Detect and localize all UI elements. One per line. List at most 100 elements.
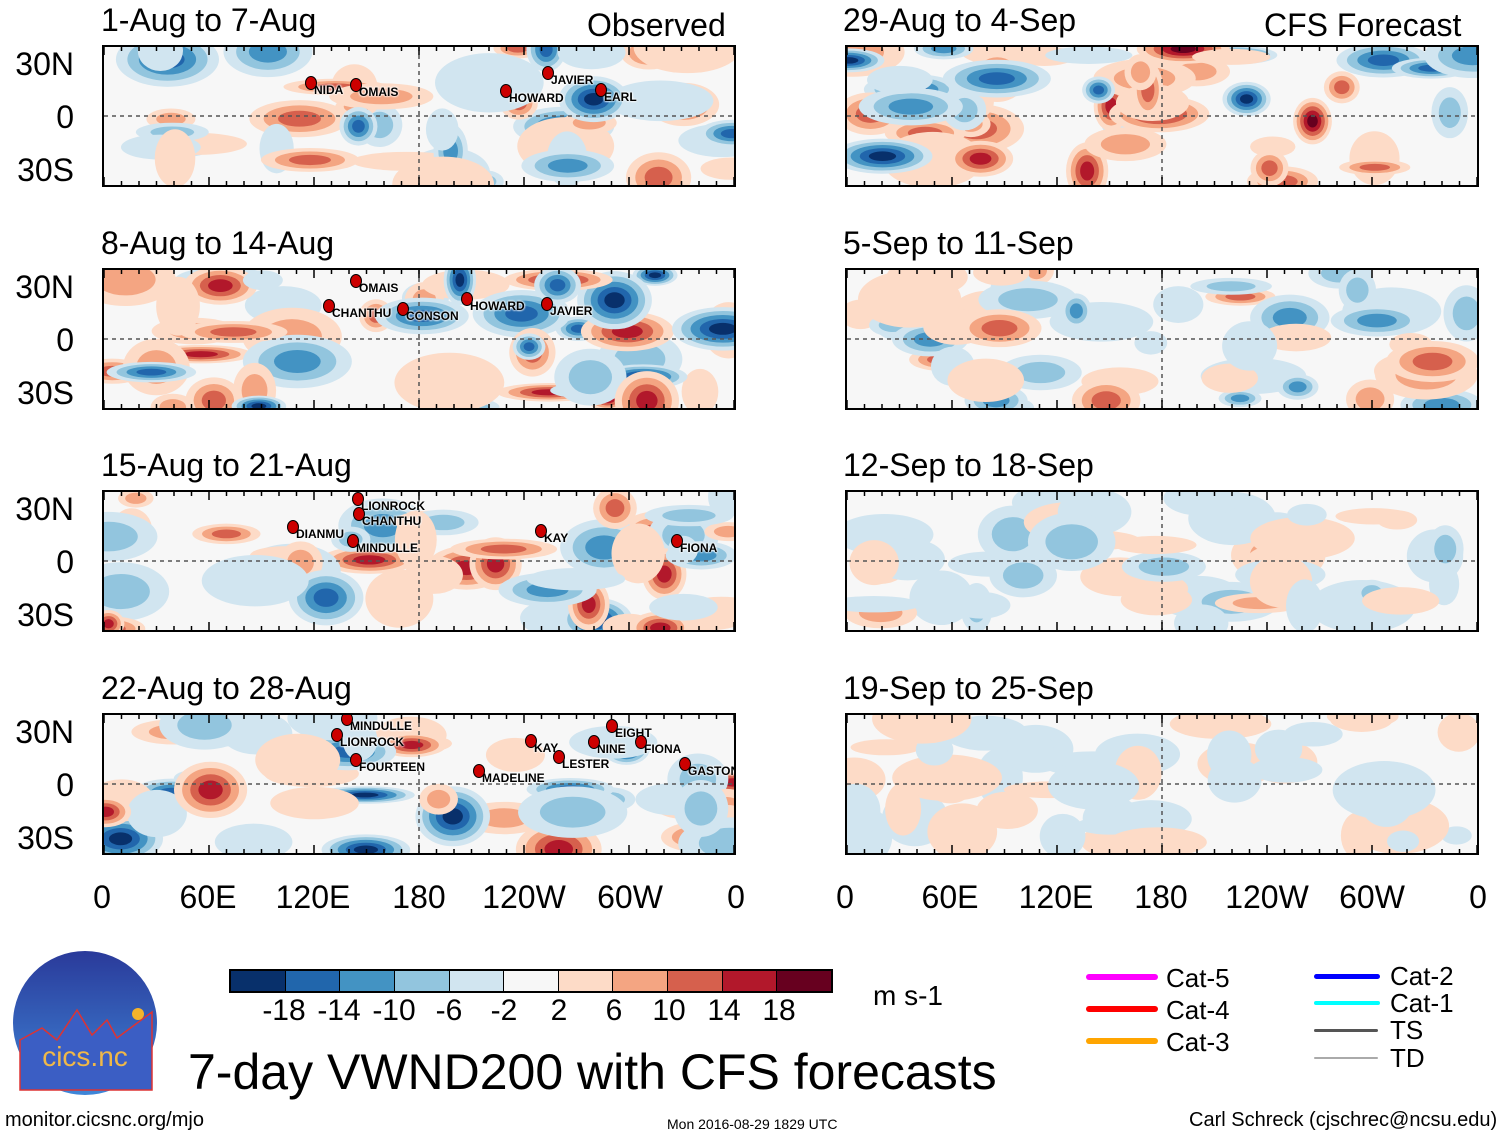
- legend-label: Cat-3: [1166, 1027, 1230, 1057]
- map-panel-observed-3: LIONROCK CHANTHU DIANMU MINDULLE KAY FIO…: [102, 490, 736, 632]
- colorbar-swatch: [668, 971, 723, 991]
- wind-contour: [210, 327, 257, 337]
- wind-contour: [1169, 715, 1272, 739]
- figure-title: 7-day VWND200 with CFS forecasts: [188, 1044, 997, 1100]
- wind-contour: [125, 492, 147, 504]
- map-panel-observed-4: MINDULLE LIONROCK FOURTEEN KAY MADELINE …: [102, 713, 736, 855]
- wind-contour: [604, 292, 625, 309]
- panel-title: 1-Aug to 7-Aug: [101, 2, 317, 38]
- wind-contour: [849, 540, 899, 586]
- lat-label: 30S: [17, 597, 74, 633]
- wind-contour: [1206, 281, 1256, 292]
- legend-label: Cat-5: [1166, 963, 1230, 993]
- wind-contour: [177, 715, 232, 740]
- wind-contour: [1100, 134, 1151, 155]
- wind-contour: [1163, 492, 1242, 516]
- wind-contour: [611, 523, 665, 584]
- wind-contour: [136, 368, 167, 376]
- wind-contour: [1080, 161, 1095, 181]
- storm-label: EIGHT: [606, 719, 652, 740]
- wind-contour: [1451, 47, 1477, 66]
- storm-label: MINDULLE: [341, 715, 412, 733]
- wind-field: [104, 715, 734, 853]
- panel-title: 29-Aug to 4-Sep: [843, 2, 1077, 38]
- wind-contour: [288, 154, 331, 166]
- wind-contour: [480, 544, 527, 554]
- panel-title: 5-Sep to 11-Sep: [843, 225, 1074, 261]
- wind-contour: [425, 108, 459, 151]
- colorbar-tick: -6: [435, 994, 463, 1027]
- footer-timestamp: Mon 2016-08-29 1829 UTC: [667, 1116, 838, 1132]
- wind-contour: [1015, 361, 1066, 384]
- wind-contour: [872, 715, 972, 744]
- lon-label: 120E: [1018, 879, 1094, 915]
- wind-contour: [713, 525, 734, 538]
- wind-field: [104, 492, 734, 630]
- colorbar-tick: 6: [605, 994, 623, 1027]
- footer-url[interactable]: monitor.cicsnc.org/mjo: [5, 1109, 204, 1131]
- forecast-label: CFS Forecast: [1264, 7, 1462, 43]
- lat-label: 30S: [17, 152, 74, 188]
- wind-contour: [708, 322, 734, 335]
- wind-contour: [427, 789, 451, 809]
- lon-label: 120W: [1225, 879, 1309, 915]
- legend-label: Cat-4: [1166, 995, 1230, 1025]
- wind-contour: [1138, 557, 1190, 576]
- storm-label: CONSON: [397, 302, 459, 323]
- lon-label: 0: [93, 879, 111, 915]
- wind-contour: [523, 342, 535, 352]
- wind-contour: [1412, 352, 1453, 371]
- wind-contour: [1108, 827, 1207, 853]
- wind-contour: [931, 47, 957, 54]
- legend-swatch: [1086, 1038, 1158, 1044]
- wind-contour: [1120, 584, 1193, 616]
- wind-contour: [159, 399, 187, 408]
- wind-contour: [104, 270, 156, 296]
- lat-label: 30S: [17, 375, 74, 411]
- wind-contour: [847, 596, 922, 613]
- wind-contour: [394, 352, 505, 408]
- storm-label: KAY: [534, 524, 569, 545]
- wind-field: [104, 270, 734, 408]
- storm-label: KAY: [524, 734, 559, 755]
- panel-title: 8-Aug to 14-Aug: [101, 225, 335, 261]
- storm-label: LIONROCK: [352, 492, 425, 513]
- colorbar-swatch: [449, 971, 505, 991]
- storm-label: NIDA: [304, 76, 344, 97]
- wind-contour: [933, 787, 967, 804]
- wind-contour: [1357, 313, 1397, 328]
- wind-contour: [1134, 331, 1168, 355]
- colorbar-tick: 18: [762, 994, 796, 1027]
- colorbar-tick: -2: [490, 994, 518, 1027]
- legend-swatch: [1314, 1057, 1378, 1059]
- wind-contour: [137, 47, 184, 71]
- wind-contour: [392, 156, 495, 185]
- wind-contour: [394, 510, 437, 569]
- lat-label: 30N: [15, 491, 74, 527]
- cics-logo: cics.nc: [13, 951, 157, 1095]
- lat-label: 0: [56, 767, 74, 803]
- storm-label: OMAIS: [349, 274, 399, 295]
- wind-contour: [1335, 508, 1412, 525]
- wind-contour: [947, 358, 1025, 403]
- wind-contour: [544, 840, 574, 853]
- wind-contour: [606, 80, 714, 122]
- wind-contour: [526, 568, 626, 591]
- wind-contour: [1285, 579, 1324, 630]
- wind-contour: [211, 529, 242, 539]
- wind-contour: [1047, 761, 1140, 810]
- storm-label: NINE: [588, 735, 626, 756]
- wind-contour: [867, 65, 933, 94]
- wind-field: [847, 715, 1477, 853]
- wind-contour: [104, 806, 114, 817]
- wind-contour: [156, 276, 200, 336]
- legend-label: TD: [1390, 1043, 1425, 1073]
- wind-contour: [248, 47, 287, 63]
- colorbar-tick: -10: [372, 994, 416, 1027]
- colorbar-swatch: [504, 971, 559, 991]
- storm-label: JAVIER: [541, 66, 594, 87]
- wind-contour: [352, 119, 365, 133]
- lon-label: 0: [727, 879, 745, 915]
- map-panel-observed-1: NIDA OMAIS HOWARD JAVIER EARL: [102, 45, 736, 187]
